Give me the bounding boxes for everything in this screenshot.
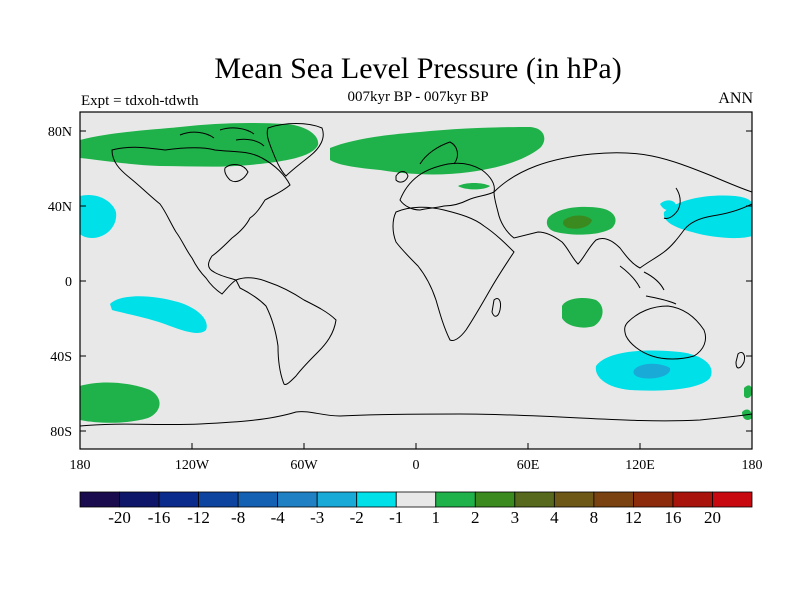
anomaly-region-north-pacific-west [80, 194, 117, 238]
lon-label-180e: 180 [742, 458, 763, 473]
lat-label-80s: 80S [50, 425, 72, 440]
coastline-new-zealand [735, 351, 745, 369]
coastline-antarctica [80, 411, 752, 427]
colorbar-swatch [198, 491, 239, 508]
anomaly-region-arctic-small [458, 183, 490, 190]
coastline-australia [624, 305, 707, 360]
colorbar [79, 491, 753, 508]
map-title: Mean Sea Level Pressure (in hPa) [214, 52, 622, 85]
colorbar-swatch [633, 491, 674, 508]
colorbar-tick-label: -8 [231, 508, 245, 527]
colorbar-swatch [395, 491, 437, 508]
coastline-hudson-bay [224, 164, 249, 183]
coastline-madagascar [491, 297, 501, 317]
coastline-british-isles [395, 171, 409, 183]
coastline-south-america [235, 277, 337, 385]
lon-label-60w: 60W [290, 458, 318, 473]
anomaly-region-south-pacific-east-edge [744, 385, 752, 399]
colorbar-tick-label: -16 [148, 508, 171, 527]
lon-label-120w: 120W [175, 458, 210, 473]
colorbar-swatch [514, 491, 555, 508]
colorbar-tick-label: -3 [310, 508, 324, 527]
anomaly-region-central-asia-core [563, 215, 592, 229]
colorbar-swatch [712, 491, 753, 508]
colorbar-tick-label: 3 [511, 508, 520, 527]
colorbar-tick-label: 1 [432, 508, 441, 527]
colorbar-tick-label: 20 [704, 508, 721, 527]
colorbar-tick-label: 8 [590, 508, 599, 527]
colorbar-swatch [593, 491, 634, 508]
colorbar-labels: -20 -16 -12 -8 -4 -3 -2 -1 1 2 3 4 8 12 16 20 [108, 508, 721, 527]
lat-label-40s: 40S [50, 350, 72, 365]
lat-label-80n: 80N [48, 125, 72, 140]
lon-label-0: 0 [413, 458, 420, 473]
colorbar-tick-label: 16 [664, 508, 681, 527]
colorbar-tick-label: 12 [625, 508, 642, 527]
colorbar-swatch [474, 491, 516, 508]
colorbar-tick-label: -12 [187, 508, 210, 527]
lon-label-120e: 120E [625, 458, 655, 473]
colorbar-swatch [672, 491, 713, 508]
anomaly-region-south-pacific-negative [110, 296, 207, 333]
map-subtitle: 007kyr BP - 007kyr BP [347, 89, 489, 105]
anomaly-region-southern-ocean-core [633, 363, 671, 379]
anomaly-region-indian-ocean [562, 298, 603, 328]
lat-label-40n: 40N [48, 200, 72, 215]
coastline-scandinavia [419, 141, 458, 165]
lon-ticks [79, 443, 753, 449]
colorbar-swatch [316, 491, 358, 508]
colorbar-swatch [435, 491, 476, 508]
colorbar-tick-label: -4 [271, 508, 286, 527]
colorbar-swatch [277, 491, 318, 508]
coastline-africa [392, 206, 515, 341]
colorbar-swatch [553, 491, 595, 508]
anomaly-region-japan-small [660, 200, 676, 211]
coastline-greenland [266, 123, 324, 177]
coastline-canadian-islands [179, 127, 265, 147]
colorbar-swatch [237, 491, 279, 508]
colorbar-tick-label: -1 [389, 508, 403, 527]
colorbar-swatch [79, 491, 120, 508]
colorbar-tick-label: -2 [350, 508, 364, 527]
colorbar-swatch [119, 491, 160, 508]
colorbar-tick-label: 4 [550, 508, 559, 527]
experiment-label: Expt = tdxoh-tdwth [81, 93, 199, 109]
colorbar-tick-label: -20 [108, 508, 131, 527]
season-label: ANN [718, 90, 753, 107]
anomaly-region-arctic-east [330, 127, 545, 175]
lon-label-180w: 180 [70, 458, 91, 473]
colorbar-swatch [158, 491, 199, 508]
lon-label-60e: 60E [517, 458, 540, 473]
anomaly-region-south-pacific-west [80, 382, 160, 423]
coastline-asia [493, 152, 752, 269]
lat-ticks [80, 130, 752, 432]
anomaly-region-arctic-west [80, 123, 319, 167]
coastlines [80, 123, 752, 427]
coastline-japan [663, 187, 681, 219]
lat-label-0: 0 [65, 275, 72, 290]
colorbar-swatch [356, 491, 397, 508]
coastline-southeast-asia [619, 265, 677, 305]
colorbar-tick-label: 2 [471, 508, 480, 527]
coastline-north-america [111, 146, 291, 295]
